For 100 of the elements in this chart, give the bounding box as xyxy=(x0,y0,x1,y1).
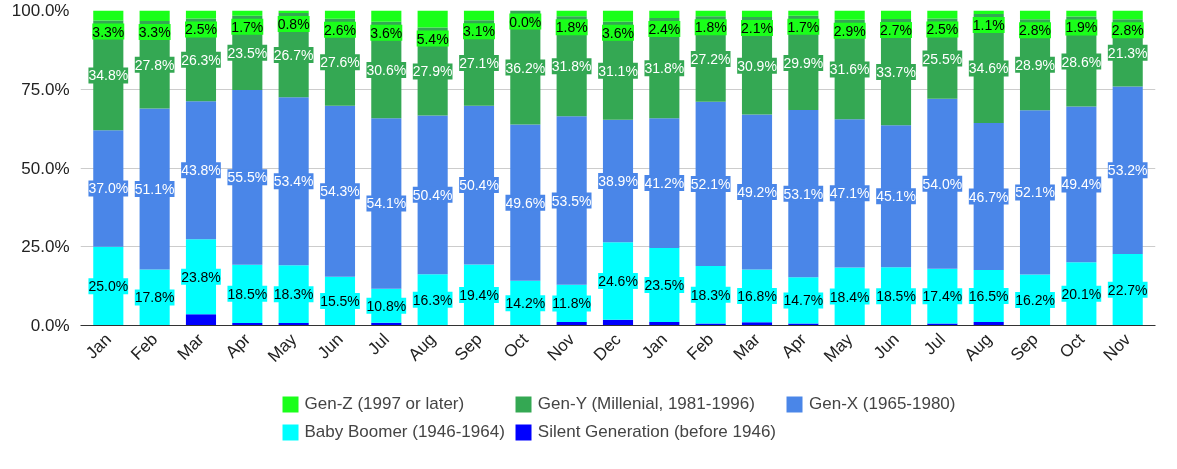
data-label: 26.7% xyxy=(273,47,314,64)
x-tick-label: Jul xyxy=(920,329,950,359)
data-label: 2.5% xyxy=(185,21,217,38)
data-label: 23.5% xyxy=(227,44,268,61)
data-label: 3.1% xyxy=(463,23,495,40)
data-label: 18.5% xyxy=(227,285,268,302)
data-label: 18.3% xyxy=(690,286,731,303)
data-label: 23.5% xyxy=(644,277,685,294)
data-label: 53.1% xyxy=(783,185,824,202)
legend-label: Gen-X (1965-1980) xyxy=(809,393,956,414)
data-label: 20.1% xyxy=(1061,285,1102,302)
data-label: 54.0% xyxy=(922,175,963,192)
x-tick-label: Nov xyxy=(543,329,579,365)
data-label: 27.6% xyxy=(320,54,360,71)
data-label: 31.6% xyxy=(829,61,870,78)
x-tick-label: May xyxy=(820,329,857,366)
data-label: 16.3% xyxy=(412,291,453,308)
data-label: 52.1% xyxy=(690,175,731,192)
data-label: 53.2% xyxy=(1107,162,1148,179)
x-tick-label: Mar xyxy=(173,329,208,364)
data-label: 50.4% xyxy=(459,177,499,194)
legend-label: Baby Boomer (1946-1964) xyxy=(304,421,505,442)
data-label: 27.8% xyxy=(134,56,175,73)
x-tick-label: Apr xyxy=(221,329,255,362)
data-label: 38.9% xyxy=(598,173,638,190)
data-label: 25.5% xyxy=(922,50,963,67)
x-tick-label: Nov xyxy=(1099,329,1135,365)
x-tick-label: Aug xyxy=(404,329,440,365)
data-label: 14.2% xyxy=(505,295,546,312)
data-label: 17.4% xyxy=(922,288,963,305)
legend-label: Silent Generation (before 1946) xyxy=(537,421,777,442)
data-label: 19.4% xyxy=(459,286,499,303)
x-tick-label: Jun xyxy=(313,329,347,363)
data-label: 45.1% xyxy=(876,188,916,205)
x-tick-label: Dec xyxy=(589,329,626,365)
data-label: 21.3% xyxy=(1107,44,1148,61)
data-label: 34.6% xyxy=(968,60,1009,77)
data-label: 11.8% xyxy=(552,295,592,312)
data-label: 15.5% xyxy=(320,293,360,310)
legend-label: Gen-Z (1997 or later) xyxy=(304,393,465,414)
data-label: 55.5% xyxy=(227,169,268,186)
data-label: 49.2% xyxy=(737,183,777,200)
data-label: 2.1% xyxy=(741,20,773,37)
data-label: 49.4% xyxy=(1061,176,1102,193)
data-label: 37.0% xyxy=(88,180,129,197)
data-label: 16.2% xyxy=(1015,291,1055,308)
data-label: 14.7% xyxy=(783,292,824,309)
data-label: 2.8% xyxy=(1019,22,1051,39)
data-label: 49.6% xyxy=(505,194,546,211)
x-tick-label: Mar xyxy=(729,329,764,364)
x-tick-label: Oct xyxy=(1055,329,1089,362)
data-label: 18.3% xyxy=(273,286,314,303)
data-label: 29.9% xyxy=(783,54,824,71)
data-label: 1.8% xyxy=(555,19,588,36)
data-label: 3.6% xyxy=(602,24,634,41)
data-label: 27.1% xyxy=(459,54,499,71)
data-label: 2.9% xyxy=(833,22,866,39)
data-label: 31.8% xyxy=(644,60,685,77)
data-label: 43.8% xyxy=(181,162,221,179)
data-label: 36.2% xyxy=(505,59,546,76)
data-label: 30.6% xyxy=(366,62,407,79)
data-label: 2.7% xyxy=(880,22,912,38)
data-label: 53.5% xyxy=(551,192,592,209)
data-label: 34.8% xyxy=(88,67,129,84)
data-label: 17.8% xyxy=(134,289,175,306)
data-label: 27.9% xyxy=(412,63,453,80)
y-tick-label: 75.0% xyxy=(21,79,70,99)
data-label: 28.6% xyxy=(1061,53,1102,70)
data-label: 24.6% xyxy=(598,273,638,290)
data-label: 41.2% xyxy=(644,175,685,192)
data-label: 1.1% xyxy=(972,16,1005,33)
y-tick-label: 100.0% xyxy=(11,1,70,20)
data-label: 31.1% xyxy=(598,62,638,79)
data-label: 28.9% xyxy=(1015,56,1055,73)
data-label: 5.4% xyxy=(416,30,449,47)
data-label: 33.7% xyxy=(876,64,916,81)
x-tick-label: Sep xyxy=(450,329,486,365)
x-tick-label: May xyxy=(264,329,301,366)
y-tick-label: 0.0% xyxy=(30,316,70,335)
data-label: 18.4% xyxy=(829,288,870,305)
data-label: 52.1% xyxy=(1015,184,1055,201)
data-label: 2.6% xyxy=(324,21,356,38)
x-tick-label: Feb xyxy=(683,329,718,364)
x-tick-label: Sep xyxy=(1006,329,1042,365)
x-tick-label: Oct xyxy=(499,329,533,362)
data-label: 1.7% xyxy=(787,18,820,35)
data-label: 53.4% xyxy=(273,173,314,190)
data-label: 0.0% xyxy=(509,13,542,30)
data-label: 1.7% xyxy=(231,18,264,35)
data-label: 46.7% xyxy=(968,188,1009,205)
data-label: 3.6% xyxy=(370,24,403,41)
y-tick-label: 25.0% xyxy=(21,237,70,257)
data-label: 3.3% xyxy=(92,23,125,40)
y-tick-label: 50.0% xyxy=(21,158,70,178)
data-label: 2.8% xyxy=(1111,22,1144,39)
x-tick-label: Feb xyxy=(127,329,162,364)
data-label: 2.4% xyxy=(648,21,681,38)
data-label: 23.8% xyxy=(181,268,221,285)
data-label: 18.5% xyxy=(876,288,916,305)
data-label: 31.8% xyxy=(551,58,592,75)
